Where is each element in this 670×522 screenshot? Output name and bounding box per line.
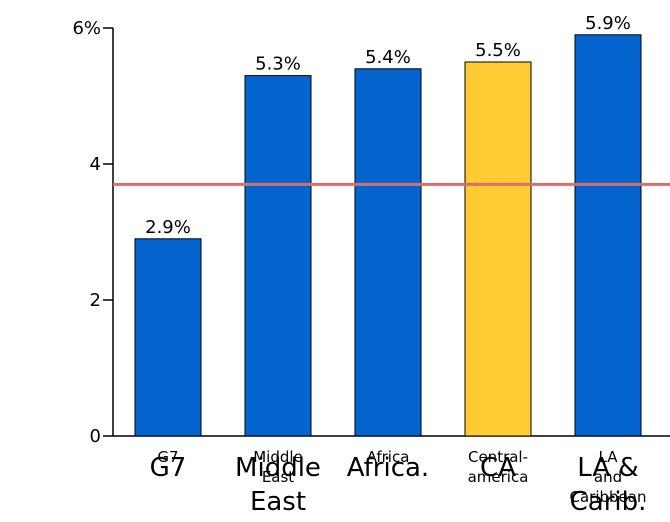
category-small-label-4-0: LA [599,448,619,466]
category-label-4-1: Carib. [570,487,647,517]
value-label-2: 5.4% [365,47,411,68]
bar-2 [354,68,422,437]
category-small-label-3-1: america [468,468,529,486]
value-label-1: 5.3% [255,54,301,75]
value-label-3: 5.5% [475,40,521,61]
category-label-4-0: LA & [577,453,638,483]
y-tick-label-1: 2 [90,290,101,311]
category-small-label-0-0: G7 [157,448,178,466]
category-small-label-1-0: Middle [253,448,303,466]
category-label-0-0: G7 [150,453,187,483]
category-small-label-4-2: Caribbean [570,488,647,506]
category-label-1-1: East [250,487,306,517]
value-label-0: 2.9% [145,217,191,238]
category-small-label-3-0: Central- [468,448,528,466]
y-tick-label-3: 6% [72,18,101,39]
bar-4 [574,34,642,437]
bar-1 [244,75,312,437]
bar-0 [134,238,202,437]
category-label-2-0: Africa. [347,453,429,483]
category-small-label-2-0: Africa [367,448,410,466]
category-label-3-0: CA [480,453,516,483]
y-tick-label-2: 4 [90,154,101,175]
bar-3 [464,61,532,437]
y-tick-label-0: 0 [90,426,101,447]
value-label-4: 5.9% [585,13,631,34]
category-label-1-0: Middle [235,453,321,483]
category-small-label-4-1: and [594,468,622,486]
category-small-label-1-1: East [262,468,294,486]
